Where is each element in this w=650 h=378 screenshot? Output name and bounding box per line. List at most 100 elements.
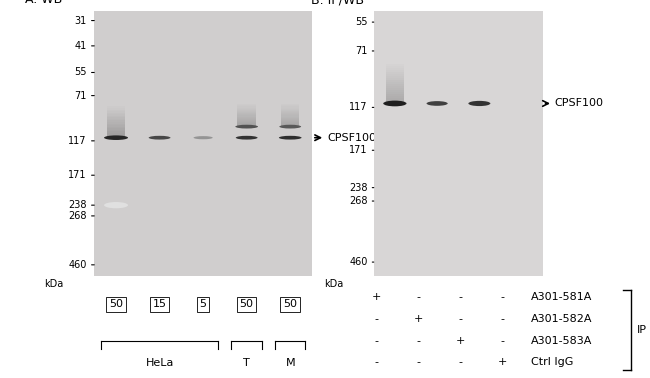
Bar	[107, 128, 125, 130]
Text: HeLa: HeLa	[146, 358, 174, 368]
Text: -: -	[500, 314, 504, 324]
Bar	[107, 127, 125, 128]
Bar	[281, 122, 300, 123]
Bar	[281, 105, 300, 106]
Text: -: -	[417, 293, 421, 302]
Bar	[237, 124, 256, 125]
Bar	[237, 110, 256, 111]
Bar	[386, 64, 404, 67]
Ellipse shape	[384, 101, 406, 106]
Text: -: -	[374, 314, 378, 324]
Bar	[237, 111, 256, 112]
Ellipse shape	[104, 135, 128, 140]
Text: -: -	[417, 357, 421, 367]
Bar	[107, 107, 125, 108]
Bar	[386, 96, 404, 98]
Text: 71: 71	[356, 46, 368, 56]
Text: 460: 460	[350, 257, 368, 267]
Bar	[281, 119, 300, 120]
Bar	[281, 110, 300, 111]
Ellipse shape	[236, 136, 257, 139]
Bar	[386, 74, 404, 76]
Text: -: -	[458, 293, 462, 302]
Text: +: +	[413, 314, 423, 324]
Bar	[281, 124, 300, 125]
Text: 31: 31	[74, 15, 86, 26]
Text: -: -	[500, 293, 504, 302]
Bar	[281, 123, 300, 124]
Ellipse shape	[149, 136, 170, 139]
Text: Ctrl IgG: Ctrl IgG	[531, 357, 573, 367]
Text: 268: 268	[68, 211, 86, 221]
Text: -: -	[458, 314, 462, 324]
Bar	[386, 72, 404, 74]
Bar	[281, 113, 300, 114]
Text: -: -	[417, 336, 421, 345]
Bar	[281, 114, 300, 115]
Text: 117: 117	[68, 136, 86, 146]
Text: 50: 50	[109, 299, 123, 309]
Bar	[281, 107, 300, 108]
Bar	[237, 114, 256, 115]
Bar	[281, 120, 300, 121]
Bar	[237, 115, 256, 116]
Ellipse shape	[235, 125, 258, 129]
Bar	[107, 132, 125, 133]
Bar	[107, 117, 125, 119]
Text: 41: 41	[74, 41, 86, 51]
Bar	[237, 118, 256, 119]
Bar	[386, 70, 404, 72]
Bar	[386, 92, 404, 94]
Text: A301-581A: A301-581A	[531, 293, 592, 302]
Bar	[386, 67, 404, 68]
Text: +: +	[456, 336, 465, 345]
Ellipse shape	[104, 202, 128, 208]
Ellipse shape	[279, 136, 302, 139]
Bar	[107, 125, 125, 127]
Bar	[107, 121, 125, 122]
Bar	[386, 86, 404, 88]
Bar	[237, 113, 256, 114]
Bar	[386, 99, 404, 102]
Bar	[237, 116, 256, 118]
Text: B. IP/WB: B. IP/WB	[311, 0, 364, 6]
Text: T: T	[243, 358, 250, 368]
Bar	[281, 104, 300, 105]
Text: M: M	[285, 358, 295, 368]
Text: IP: IP	[637, 325, 647, 335]
Bar	[237, 121, 256, 122]
Text: -: -	[374, 336, 378, 345]
Bar	[281, 125, 300, 127]
Bar	[107, 119, 125, 121]
Bar	[281, 118, 300, 119]
Text: kDa: kDa	[44, 279, 64, 288]
Text: 5: 5	[200, 299, 207, 309]
Text: 15: 15	[153, 299, 166, 309]
Text: A301-582A: A301-582A	[531, 314, 592, 324]
Bar	[386, 102, 404, 104]
Bar	[237, 125, 256, 127]
Bar	[237, 120, 256, 121]
Bar	[107, 111, 125, 113]
Bar	[237, 105, 256, 106]
Text: 238: 238	[68, 200, 86, 210]
Text: 71: 71	[74, 91, 86, 101]
Bar	[386, 82, 404, 84]
Text: 55: 55	[356, 17, 368, 27]
Text: 50: 50	[240, 299, 254, 309]
Bar	[237, 104, 256, 105]
Text: CPSF100: CPSF100	[327, 133, 376, 143]
Ellipse shape	[426, 101, 448, 106]
Text: 460: 460	[68, 260, 86, 270]
Bar	[386, 76, 404, 78]
Bar	[386, 90, 404, 92]
Text: +: +	[372, 293, 381, 302]
Bar	[107, 136, 125, 138]
Bar	[237, 119, 256, 120]
Text: 117: 117	[349, 102, 368, 112]
Bar	[281, 111, 300, 112]
Text: 238: 238	[349, 183, 368, 193]
Text: -: -	[500, 336, 504, 345]
Bar	[386, 68, 404, 70]
Bar	[386, 78, 404, 80]
